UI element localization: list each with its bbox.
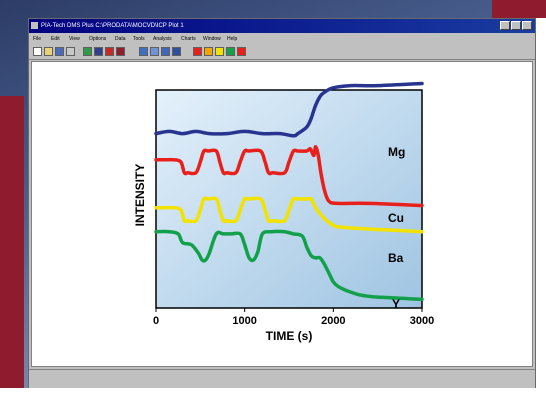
series-ba-line (154, 196, 424, 234)
color-orange-icon[interactable] (204, 47, 213, 56)
x-tick-label: 3000 (410, 315, 434, 327)
grid-icon[interactable] (172, 47, 181, 56)
open-icon[interactable] (44, 47, 53, 56)
chart-icon[interactable] (139, 47, 148, 56)
bars-icon[interactable] (161, 47, 170, 56)
paste-icon[interactable] (105, 47, 114, 56)
app-icon[interactable] (31, 22, 38, 29)
cut-icon[interactable] (83, 47, 92, 56)
menu-analysis[interactable]: Analysis (153, 36, 172, 42)
menu-charts[interactable]: Charts (181, 36, 196, 42)
save-icon[interactable] (55, 47, 64, 56)
series-mg-line (154, 81, 424, 138)
series-cu-label: Cu (388, 211, 404, 225)
menu-edit[interactable]: Edit (51, 36, 60, 42)
chart-svg: 0 1000 2000 3000 Mg Cu Ba Y INTENSITY TIME (s) (133, 81, 434, 343)
x-tick-label: 1000 (232, 315, 256, 327)
window-controls (500, 21, 532, 30)
plot-area (155, 89, 423, 309)
menu-view[interactable]: View (69, 36, 80, 42)
maximize-icon[interactable] (511, 21, 521, 30)
decorative-red-band-right (492, 0, 546, 18)
color-green-icon[interactable] (226, 47, 235, 56)
series-cu-line (154, 144, 424, 208)
toolbar (29, 45, 535, 60)
menu-tools[interactable]: Tools (133, 36, 145, 42)
color-yellow-icon[interactable] (215, 47, 224, 56)
y-axis-label: INTENSITY (133, 164, 147, 227)
application-window: PIA-Tech DMS Plus C:\PRODATA\MOCVD\ICP P… (28, 18, 536, 388)
chart-canvas: 0 1000 2000 3000 Mg Cu Ba Y INTENSITY TIME (s) (31, 61, 533, 367)
page-margin-bottom (0, 388, 546, 404)
series-ba-label: Ba (388, 251, 404, 265)
window-title: PIA-Tech DMS Plus C:\PRODATA\MOCVD\ICP P… (41, 23, 184, 29)
menu-options[interactable]: Options (89, 36, 107, 42)
series-mg-label: Mg (388, 145, 405, 159)
undo-icon[interactable] (116, 47, 125, 56)
x-tick-label: 0 (153, 315, 159, 327)
series-y-line (154, 229, 424, 302)
new-icon[interactable] (33, 47, 42, 56)
menu-bar: File Edit View Options Data Tools Analys… (29, 33, 535, 45)
close-icon[interactable] (522, 21, 532, 30)
title-bar[interactable]: PIA-Tech DMS Plus C:\PRODATA\MOCVD\ICP P… (29, 19, 535, 33)
menu-data[interactable]: Data (115, 36, 126, 42)
series-y-label: Y (392, 297, 400, 311)
menu-file[interactable]: File (33, 36, 42, 42)
color-red-icon[interactable] (193, 47, 202, 56)
decorative-red-band-left (0, 96, 24, 404)
color-red2-icon[interactable] (237, 47, 246, 56)
x-tick-label: 2000 (321, 315, 345, 327)
menu-window[interactable]: Window (203, 36, 221, 42)
zoom-icon[interactable] (150, 47, 159, 56)
status-bar (29, 369, 535, 388)
copy-icon[interactable] (94, 47, 103, 56)
menu-help[interactable]: Help (227, 36, 238, 42)
x-axis-label: TIME (s) (266, 329, 313, 343)
print-icon[interactable] (66, 47, 75, 56)
minimize-icon[interactable] (500, 21, 510, 30)
